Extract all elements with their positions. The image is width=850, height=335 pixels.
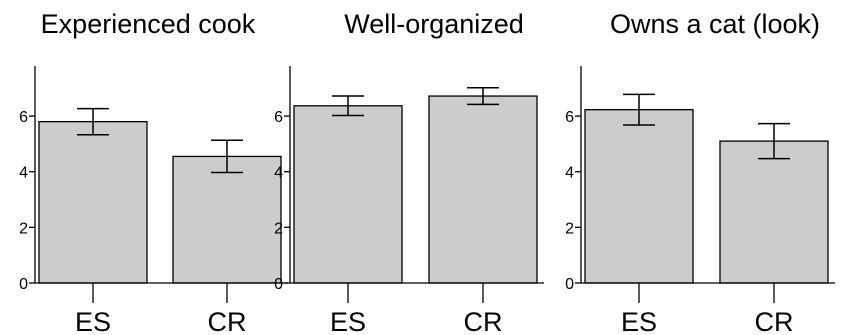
chart-title: Experienced cook <box>41 9 256 39</box>
y-tick-label: 4 <box>19 165 28 182</box>
bar-cr <box>719 140 829 284</box>
y-tick-label: 0 <box>565 276 574 293</box>
y-tick-label: 4 <box>274 165 283 182</box>
bar-cr <box>172 155 282 284</box>
y-tick-label: 6 <box>565 109 574 126</box>
y-tick-label: 2 <box>19 220 28 237</box>
bar-es <box>293 105 403 284</box>
y-tick-label: 2 <box>565 220 574 237</box>
y-tick-label: 0 <box>19 276 28 293</box>
x-tick-label-es: ES <box>75 307 111 335</box>
x-tick-label-cr: CR <box>208 307 247 335</box>
bar-es <box>584 109 694 284</box>
y-tick-label: 6 <box>19 109 28 126</box>
x-tick-label-cr: CR <box>464 307 503 335</box>
y-tick-label: 0 <box>274 276 283 293</box>
bar-es <box>38 120 148 284</box>
x-tick-label-cr: CR <box>755 307 794 335</box>
x-tick-label-es: ES <box>330 307 366 335</box>
x-tick-label-es: ES <box>621 307 657 335</box>
chart-title: Owns a cat (look) <box>610 9 820 39</box>
chart-title: Well-organized <box>344 9 524 39</box>
y-tick-label: 2 <box>274 220 283 237</box>
y-tick-label: 4 <box>565 165 574 182</box>
y-tick-label: 6 <box>274 109 283 126</box>
bar-cr <box>428 95 538 284</box>
